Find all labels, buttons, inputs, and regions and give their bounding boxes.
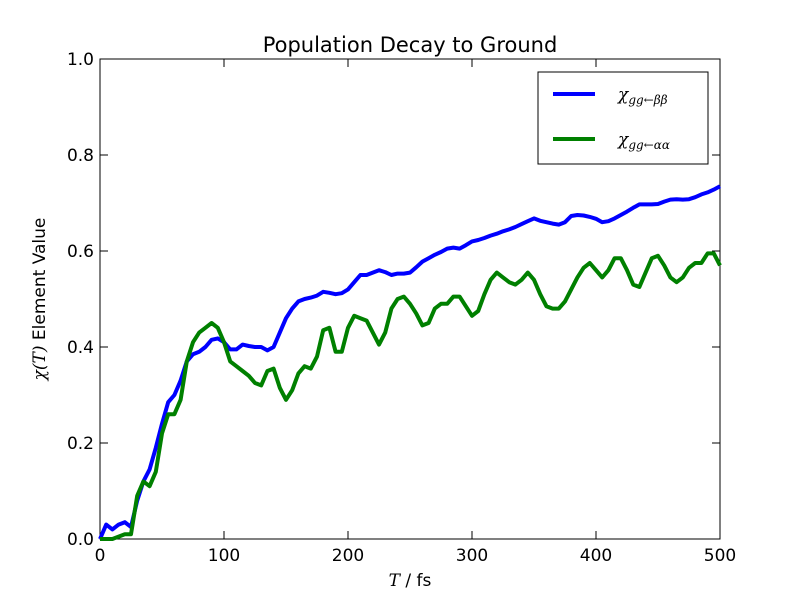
x-tick-label-3: 300 — [456, 546, 488, 566]
x-axis-label: T / fs — [389, 571, 432, 591]
legend-box — [537, 71, 709, 165]
legend-label-series-1: χgg←αα — [617, 130, 670, 152]
y-tick-label-4: 0.8 — [67, 146, 94, 166]
chart-title: Population Decay to Ground — [263, 33, 558, 57]
y-tick-label-1: 0.2 — [67, 434, 94, 454]
x-tick-label-1: 100 — [208, 546, 240, 566]
y-tick-label-0: 0.0 — [67, 530, 94, 550]
y-tick-label-2: 0.4 — [67, 338, 94, 358]
legend-label-series-0: χgg←ββ — [617, 85, 668, 107]
x-tick-label-2: 200 — [332, 546, 364, 566]
x-tick-label-4: 400 — [580, 546, 612, 566]
plot-frame — [99, 58, 721, 540]
legend: χgg←ββ χgg←αα — [537, 71, 709, 165]
y-tick-label-3: 0.6 — [67, 242, 94, 262]
x-tick-label-0: 0 — [95, 546, 106, 566]
series-layer — [98, 184, 722, 541]
x-tick-label-5: 500 — [704, 546, 736, 566]
series-line-1 — [100, 251, 722, 541]
y-axis-label-text: Element Value — [30, 218, 50, 346]
series-line-0 — [98, 184, 721, 540]
y-tick-label-5: 1.0 — [67, 50, 94, 70]
y-axis-label: χ(T) Element Value — [30, 218, 50, 382]
y-axis-label-math: χ(T) — [30, 345, 50, 381]
x-axis-label-math: T — [389, 571, 402, 591]
x-axis-label-unit: / fs — [400, 571, 432, 591]
